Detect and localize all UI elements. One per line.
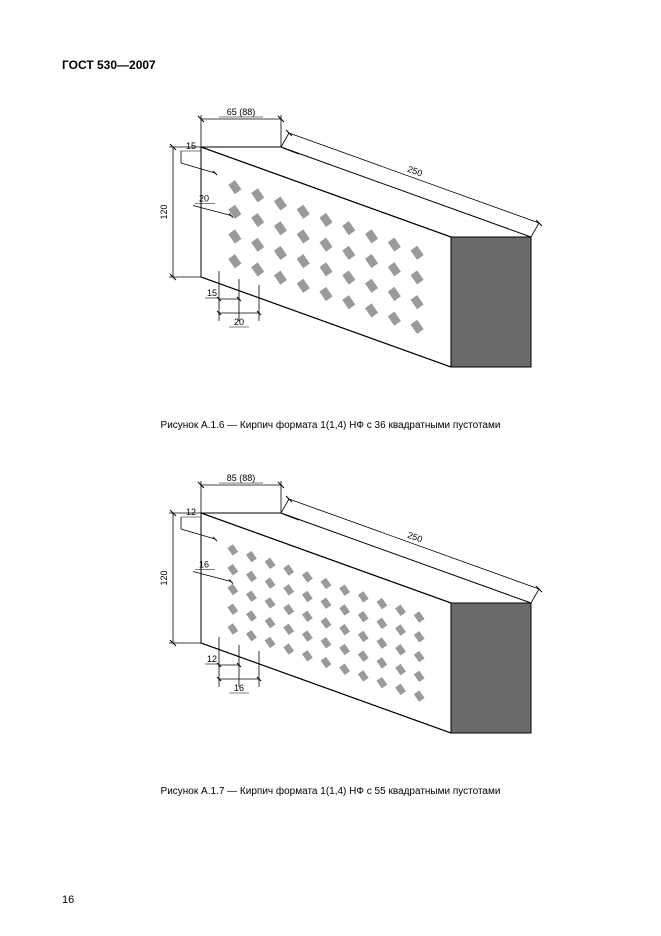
svg-text:20: 20 bbox=[233, 317, 243, 327]
figure-a17: 85 (88)25012012161216Рисунок А.1.7 — Кир… bbox=[0, 458, 661, 797]
svg-text:16: 16 bbox=[199, 560, 209, 570]
svg-text:12: 12 bbox=[206, 654, 216, 664]
brick-diagram: 85 (88)25012012161216 bbox=[91, 458, 571, 778]
brick-diagram: 65 (88)25012015201520 bbox=[91, 92, 571, 412]
figure-a16: 65 (88)25012015201520Рисунок А.1.6 — Кир… bbox=[0, 92, 661, 431]
svg-text:15: 15 bbox=[206, 288, 216, 298]
figure-caption: Рисунок А.1.6 — Кирпич формата 1(1,4) НФ… bbox=[0, 420, 661, 431]
svg-text:65 (88): 65 (88) bbox=[226, 107, 255, 117]
page: ГОСТ 530—2007 65 (88)25012015201520Рисун… bbox=[0, 0, 661, 936]
document-header: ГОСТ 530—2007 bbox=[62, 58, 156, 72]
svg-text:120: 120 bbox=[159, 570, 169, 585]
figure-caption: Рисунок А.1.7 — Кирпич формата 1(1,4) НФ… bbox=[0, 786, 661, 797]
svg-text:20: 20 bbox=[199, 194, 209, 204]
svg-text:85 (88): 85 (88) bbox=[226, 473, 255, 483]
svg-text:120: 120 bbox=[159, 204, 169, 219]
svg-text:15: 15 bbox=[185, 141, 195, 151]
svg-text:12: 12 bbox=[185, 507, 195, 517]
svg-text:16: 16 bbox=[233, 683, 243, 693]
page-number: 16 bbox=[62, 894, 74, 906]
